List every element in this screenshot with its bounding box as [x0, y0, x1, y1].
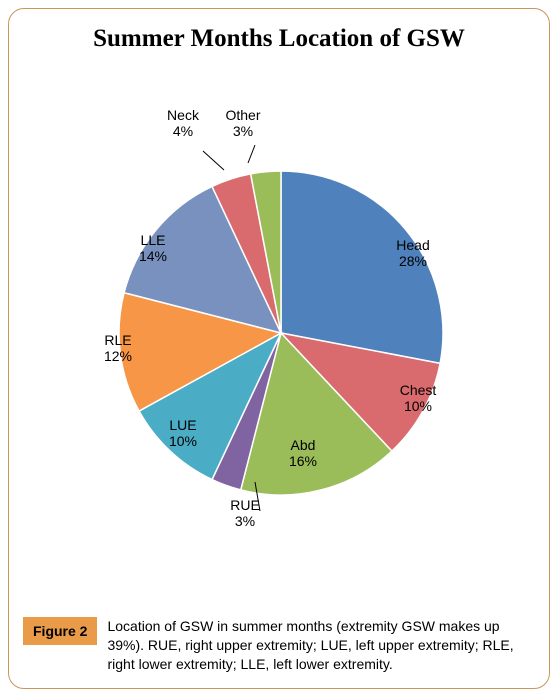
slice-name: Abd — [291, 437, 316, 453]
slice-name: RUE — [230, 497, 260, 513]
caption-row: Figure 2 Location of GSW in summer month… — [23, 617, 535, 674]
slice-pct: 28% — [399, 253, 427, 269]
slice-name: RLE — [104, 332, 131, 348]
slice-label-rue: RUE3% — [230, 497, 260, 529]
slice-name: LLE — [141, 232, 166, 248]
figure-caption: Location of GSW in summer months (extrem… — [107, 617, 535, 674]
leader-line — [203, 151, 224, 170]
slice-pct: 3% — [235, 513, 255, 529]
slice-label-other: Other3% — [225, 107, 260, 139]
slice-pct: 10% — [404, 398, 432, 414]
slice-pct: 3% — [233, 123, 253, 139]
slice-name: Other — [225, 107, 260, 123]
slice-label-lue: LUE10% — [169, 417, 197, 449]
slice-pct: 14% — [139, 248, 167, 264]
slice-name: Head — [396, 237, 429, 253]
slice-pct: 4% — [173, 123, 193, 139]
slice-label-chest: Chest10% — [400, 382, 437, 414]
slice-label-lle: LLE14% — [139, 232, 167, 264]
figure-frame: Summer Months Location of GSW Head28% Che… — [8, 8, 550, 689]
slice-label-rle: RLE12% — [104, 332, 132, 364]
slice-name: Neck — [167, 107, 199, 123]
pie-chart: Head28%Chest10%Abd16%RUE3%LUE10%RLE12%LL… — [23, 63, 535, 609]
leader-line — [248, 145, 255, 163]
slice-pct: 10% — [169, 433, 197, 449]
slice-pct: 12% — [104, 348, 132, 364]
slice-label-head: Head28% — [396, 237, 429, 269]
slice-label-abd: Abd16% — [289, 437, 317, 469]
slice-label-neck: Neck4% — [167, 107, 199, 139]
slice-name: LUE — [169, 417, 196, 433]
slice-pct: 16% — [289, 453, 317, 469]
figure-badge: Figure 2 — [23, 617, 97, 645]
slice-name: Chest — [400, 382, 437, 398]
chart-title: Summer Months Location of GSW — [23, 25, 535, 53]
